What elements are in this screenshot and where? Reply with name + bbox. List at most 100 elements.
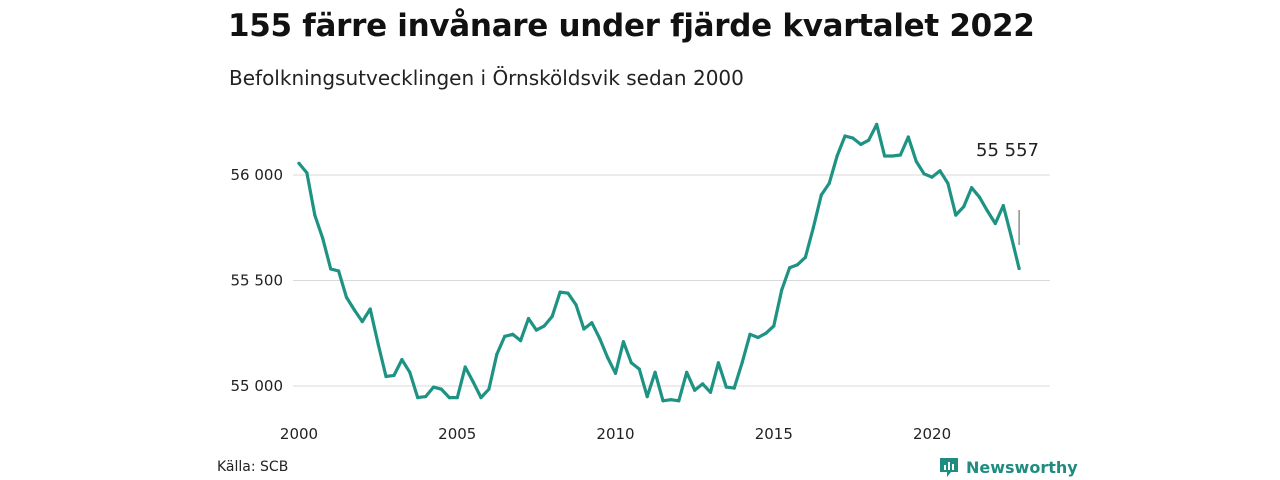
data-point [511,332,515,336]
data-point [708,390,713,394]
source-note: Källa: SCB [217,459,289,475]
x-tick-label: 2010 [596,425,634,443]
data-point [400,358,404,362]
data-point [542,324,546,328]
data-point [479,396,483,400]
data-point [550,314,554,318]
data-point [1009,234,1013,238]
data-point [740,361,744,365]
data-point [859,142,863,146]
data-point [558,290,562,294]
data-point [471,380,475,384]
brand-name: Newsworthy [966,457,1078,477]
data-point [629,361,633,365]
data-point [329,267,333,271]
data-point [748,332,752,336]
data-point [938,169,942,173]
data-point [495,352,499,356]
data-point [993,221,997,226]
data-point [930,175,934,179]
data-point [977,195,982,199]
chart-subtitle: Befolkningsutvecklingen i Örnsköldsvik s… [229,66,744,90]
data-point [352,308,356,312]
data-point [851,136,855,140]
data-point [867,138,871,142]
data-point [669,398,673,402]
data-point [321,236,325,240]
data-point [677,399,681,403]
data-point [637,367,641,371]
data-point [970,186,974,190]
data-point [534,328,539,332]
data-point [780,288,784,292]
data-point [716,361,721,365]
data-point [906,135,910,139]
data-point [772,324,776,328]
data-point [835,154,839,158]
data-point [1017,266,1021,271]
data-point [922,172,926,176]
data-point [756,335,760,340]
data-point [661,399,665,403]
data-point [313,213,317,217]
data-point [890,154,895,158]
end-value-label: 55 557 [976,140,1039,161]
data-point [408,370,412,374]
data-point [827,181,831,185]
x-tick-label: 2005 [438,425,476,443]
data-point [693,388,697,392]
data-point [463,365,467,369]
data-point [582,327,586,331]
data-point [487,387,491,391]
data-point [598,336,602,341]
data-point [368,307,372,311]
data-point [384,374,388,379]
data-point [803,255,808,259]
data-point [946,181,950,185]
data-point [811,226,815,230]
data-point [724,385,728,389]
x-tick-label: 2020 [913,425,951,443]
data-point [566,291,570,295]
data-point [519,339,523,343]
data-point [1001,204,1005,208]
data-point [439,387,443,391]
data-point [337,269,341,273]
data-point [376,342,380,346]
data-point [606,355,610,360]
x-tick-label: 2015 [755,425,793,443]
data-point [732,386,736,390]
x-tick-label: 2000 [280,425,318,443]
brand-logo: Newsworthy [938,456,1078,478]
data-point [574,303,578,307]
y-tick-label: 55 500 [231,272,284,290]
data-point [297,161,301,165]
data-point [883,154,887,158]
data-point [985,209,990,213]
y-tick-label: 56 000 [231,166,284,184]
data-point [701,382,705,386]
data-point [613,371,618,375]
data-point [431,385,436,389]
series-line [297,122,1021,403]
data-point [503,334,507,338]
data-point [914,159,918,163]
data-point [764,331,768,335]
data-point [360,320,364,324]
data-point [621,340,626,344]
data-point [416,396,420,400]
data-point [954,213,958,217]
data-point [344,295,349,299]
data-point [819,193,823,197]
data-point [424,395,428,399]
data-point [962,205,966,209]
data-point [898,153,903,157]
data-point [795,263,800,267]
data-point [788,266,792,270]
data-point [875,122,879,126]
y-tick-label: 55 000 [231,377,284,395]
data-point [447,396,451,400]
data-point [843,134,847,138]
data-point [305,171,309,175]
